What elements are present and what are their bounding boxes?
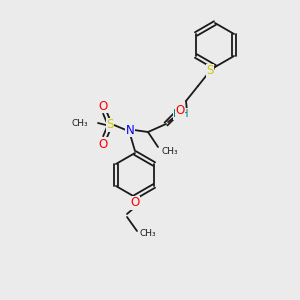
Text: O: O (130, 196, 140, 209)
Text: CH₃: CH₃ (161, 146, 178, 155)
Text: N: N (126, 124, 134, 136)
Text: O: O (176, 103, 184, 116)
Text: S: S (206, 64, 214, 77)
Text: NH: NH (173, 109, 189, 119)
Text: CH₃: CH₃ (72, 118, 88, 127)
Text: S: S (106, 118, 114, 131)
Text: CH₃: CH₃ (140, 229, 157, 238)
Text: O: O (98, 137, 108, 151)
Text: O: O (98, 100, 108, 112)
